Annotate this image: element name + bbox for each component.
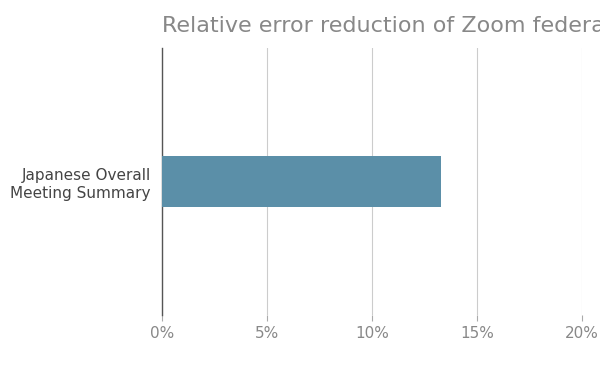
Bar (162, 157, 442, 207)
Text: Relative error reduction of Zoom federated model over GPT-4: Relative error reduction of Zoom federat… (162, 16, 600, 36)
